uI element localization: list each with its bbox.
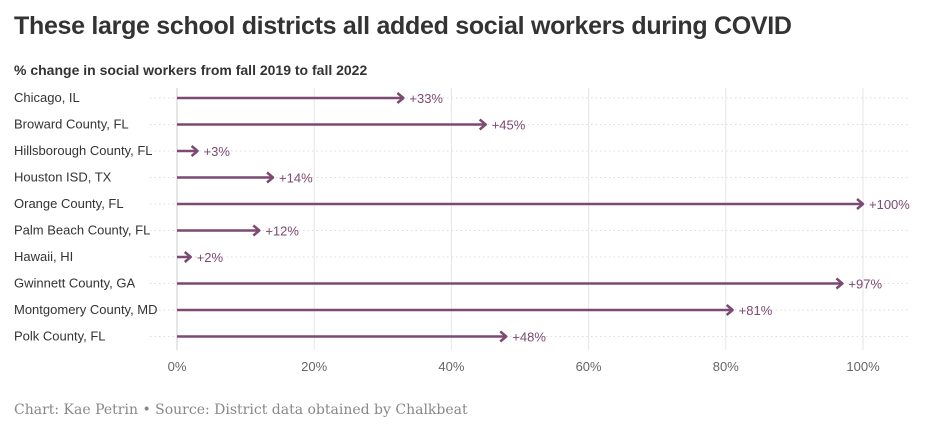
- category-label: Hawaii, HI: [14, 249, 73, 264]
- arrow-head: [190, 145, 199, 157]
- category-label: Hillsborough County, FL: [14, 143, 153, 158]
- x-tick-label: 0%: [168, 359, 187, 374]
- data-label: +48%: [512, 330, 546, 345]
- category-label: Orange County, FL: [14, 196, 124, 211]
- data-label: +81%: [739, 303, 773, 318]
- x-tick-label: 100%: [846, 359, 880, 374]
- arrow-head: [183, 251, 192, 263]
- arrow-head: [266, 171, 275, 184]
- arrow-head: [499, 330, 508, 343]
- data-label: +14%: [279, 171, 313, 186]
- x-tick-label: 40%: [438, 359, 464, 374]
- category-label: Houston ISD, TX: [14, 170, 112, 185]
- data-label: +3%: [204, 144, 231, 159]
- arrow-head: [835, 277, 844, 290]
- chart-title: These large school districts all added s…: [14, 12, 792, 40]
- arrow-head: [725, 304, 734, 316]
- x-tick-label: 60%: [576, 359, 602, 374]
- data-label: +97%: [848, 277, 882, 292]
- arrow-head: [478, 118, 487, 131]
- x-tick-label: 80%: [713, 359, 739, 374]
- data-label: +12%: [265, 224, 299, 239]
- chart-footer: Chart: Kae Petrin • Source: District dat…: [14, 402, 468, 418]
- x-tick-label: 20%: [301, 359, 327, 374]
- category-label: Montgomery County, MD: [14, 302, 158, 317]
- arrow-head: [856, 198, 865, 210]
- category-label: Gwinnett County, GA: [14, 276, 135, 291]
- data-label: +33%: [409, 91, 443, 106]
- category-label: Broward County, FL: [14, 117, 129, 132]
- category-label: Polk County, FL: [14, 329, 106, 344]
- arrow-head: [252, 224, 261, 237]
- data-label: +100%: [869, 197, 910, 212]
- category-label: Chicago, IL: [14, 90, 80, 105]
- arrow-head: [396, 92, 405, 104]
- data-label: +2%: [197, 250, 224, 265]
- data-label: +45%: [492, 118, 526, 133]
- chart-subtitle: % change in social workers from fall 201…: [14, 62, 368, 78]
- category-label: Palm Beach County, FL: [14, 223, 150, 238]
